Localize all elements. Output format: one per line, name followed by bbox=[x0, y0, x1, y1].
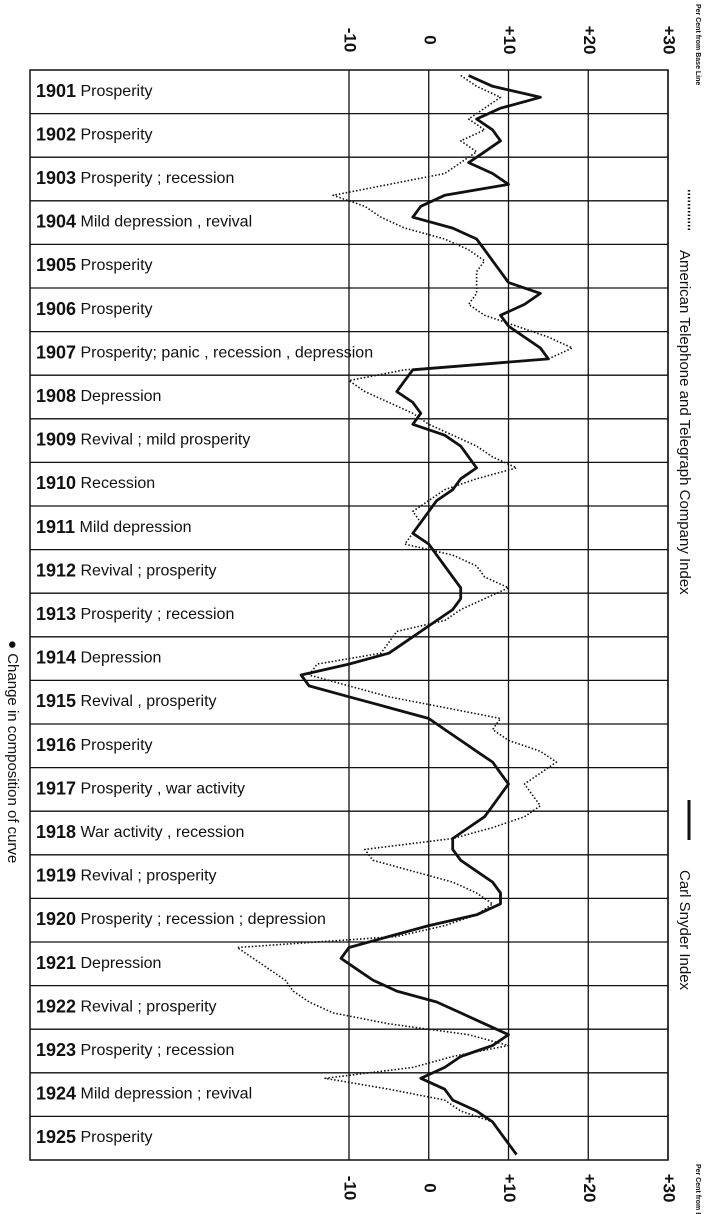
row-label: 1919 Revival ; prosperity bbox=[36, 865, 217, 885]
row-label: 1912 Revival ; prosperity bbox=[36, 560, 217, 580]
phase: War activity , recession bbox=[81, 824, 245, 841]
year: 1904 bbox=[36, 211, 76, 231]
x-tick-label-top: +30 bbox=[660, 26, 679, 55]
phase: Mild depression ; revival bbox=[81, 1086, 253, 1103]
phase: Mild depression bbox=[80, 519, 192, 536]
phase: Revival , prosperity bbox=[81, 693, 217, 710]
phase: Depression bbox=[81, 955, 162, 972]
year: 1903 bbox=[36, 168, 76, 188]
x-tick-label-top: +20 bbox=[580, 26, 599, 55]
row-label: 1916 Prosperity bbox=[36, 735, 153, 755]
row-label: 1907 Prosperity; panic , recession , dep… bbox=[36, 342, 373, 362]
phase: Prosperity bbox=[81, 257, 153, 274]
phase: Prosperity bbox=[81, 127, 153, 144]
year: 1919 bbox=[36, 865, 76, 885]
year: 1901 bbox=[36, 81, 76, 101]
phase: Recession bbox=[81, 475, 156, 492]
year: 1905 bbox=[36, 255, 76, 275]
phase: Revival ; prosperity bbox=[81, 563, 217, 580]
year: 1925 bbox=[36, 1127, 76, 1147]
row-label: 1910 Recession bbox=[36, 473, 155, 493]
phase: Depression bbox=[81, 388, 162, 405]
row-label: 1914 Depression bbox=[36, 647, 161, 667]
year: 1906 bbox=[36, 299, 76, 319]
year: 1911 bbox=[36, 517, 75, 537]
row-label: 1908 Depression bbox=[36, 386, 161, 406]
note: ● Change in composition of curve bbox=[4, 640, 21, 863]
year: 1913 bbox=[36, 604, 76, 624]
row-label: 1902 Prosperity bbox=[36, 124, 153, 144]
x-tick-label-bottom: +20 bbox=[580, 1174, 599, 1203]
phase: Prosperity ; recession bbox=[81, 170, 235, 187]
row-label: 1906 Prosperity bbox=[36, 299, 153, 319]
year: 1921 bbox=[36, 953, 76, 973]
year: 1914 bbox=[36, 647, 76, 667]
row-label: 1905 Prosperity bbox=[36, 255, 153, 275]
row-label: 1925 Prosperity bbox=[36, 1127, 153, 1147]
phase: Prosperity ; recession ; depression bbox=[81, 911, 326, 928]
phase: Prosperity ; recession bbox=[81, 606, 235, 623]
axis-label-top: Per Cent from Base Line bbox=[694, 4, 701, 85]
phase: Revival ; mild prosperity bbox=[81, 432, 251, 449]
legend-label: American Telephone and Telegraph Company… bbox=[676, 250, 693, 595]
year: 1902 bbox=[36, 124, 76, 144]
row-label: 1909 Revival ; mild prosperity bbox=[36, 429, 250, 449]
row-label: 1920 Prosperity ; recession ; depression bbox=[36, 909, 326, 929]
year: 1918 bbox=[36, 822, 76, 842]
phase: Prosperity bbox=[81, 83, 153, 100]
x-tick-label-bottom: 0 bbox=[420, 1183, 439, 1192]
year: 1907 bbox=[36, 342, 76, 362]
x-tick-label-bottom: -10 bbox=[341, 1176, 360, 1201]
row-label: 1923 Prosperity ; recession bbox=[36, 1040, 234, 1060]
year: 1924 bbox=[36, 1083, 76, 1103]
x-tick-label-bottom: +30 bbox=[660, 1174, 679, 1203]
phase: Revival ; prosperity bbox=[81, 868, 217, 885]
row-label: 1915 Revival , prosperity bbox=[36, 691, 217, 711]
year: 1916 bbox=[36, 735, 76, 755]
series-line bbox=[299, 74, 550, 1156]
phase: Prosperity bbox=[81, 737, 153, 754]
phase: Prosperity bbox=[81, 1129, 153, 1146]
phase: Prosperity; panic , recession , depressi… bbox=[81, 345, 374, 362]
row-label: 1913 Prosperity ; recession bbox=[36, 604, 234, 624]
year: 1922 bbox=[36, 996, 76, 1016]
row-label: 1922 Revival ; prosperity bbox=[36, 996, 217, 1016]
x-tick-label-top: -10 bbox=[341, 28, 360, 53]
year: 1917 bbox=[36, 778, 76, 798]
row-label: 1917 Prosperity , war activity bbox=[36, 778, 245, 798]
year: 1920 bbox=[36, 909, 76, 929]
phase: Mild depression , revival bbox=[81, 214, 253, 231]
x-tick-label-top: 0 bbox=[420, 35, 439, 44]
year: 1915 bbox=[36, 691, 76, 711]
x-tick-label-top: +10 bbox=[500, 26, 519, 55]
row-label: 1918 War activity , recession bbox=[36, 822, 244, 842]
phase: Prosperity , war activity bbox=[81, 781, 245, 798]
axis-label-bottom: Per Cent from Base Line bbox=[694, 1164, 701, 1214]
x-tick-label-bottom: +10 bbox=[500, 1174, 519, 1203]
year: 1910 bbox=[36, 473, 76, 493]
row-label: 1924 Mild depression ; revival bbox=[36, 1083, 252, 1103]
phase: Depression bbox=[81, 650, 162, 667]
series-line bbox=[236, 74, 574, 1156]
phase: Prosperity bbox=[81, 301, 153, 318]
row-label: 1921 Depression bbox=[36, 953, 161, 973]
year: 1923 bbox=[36, 1040, 76, 1060]
year: 1909 bbox=[36, 429, 76, 449]
year: 1908 bbox=[36, 386, 76, 406]
phase: Revival ; prosperity bbox=[81, 999, 217, 1016]
phase: Prosperity ; recession bbox=[81, 1042, 235, 1059]
year: 1912 bbox=[36, 560, 76, 580]
row-label: 1904 Mild depression , revival bbox=[36, 211, 252, 231]
row-label: 1901 Prosperity bbox=[36, 81, 153, 101]
row-label: 1903 Prosperity ; recession bbox=[36, 168, 234, 188]
row-label: 1911 Mild depression bbox=[36, 517, 192, 537]
legend-label: Carl Snyder Index bbox=[676, 870, 693, 991]
